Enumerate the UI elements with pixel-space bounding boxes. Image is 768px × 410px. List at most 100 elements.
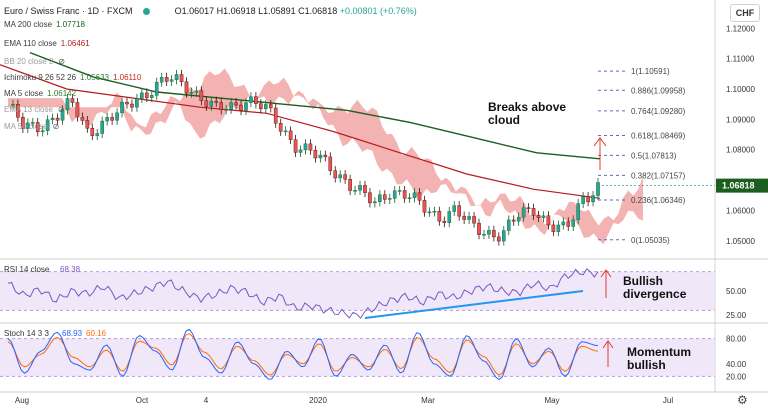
candle-body — [363, 185, 367, 193]
rsi-tick-label: 25.00 — [726, 311, 747, 320]
candle-body — [60, 109, 65, 121]
candle-body — [159, 77, 164, 83]
candle-body — [244, 102, 248, 111]
candle-body — [169, 79, 174, 82]
candle-body — [313, 149, 318, 159]
ohlc-readout: O1.06017 H1.06918 L1.05891 C1.06818 — [174, 6, 338, 16]
candle-body — [576, 203, 580, 221]
candle-body — [105, 117, 109, 122]
candle-body — [596, 182, 600, 196]
market-open-dot — [143, 8, 151, 15]
fib-level-label: 1(1.10591) — [631, 67, 670, 76]
candle-body — [506, 219, 511, 231]
eye-slash-icon[interactable]: ⊘ — [52, 122, 60, 131]
candle-body — [40, 130, 45, 133]
candle-body — [26, 122, 30, 129]
candle-body — [268, 104, 273, 109]
indicator-label: EMA 13 close — [4, 105, 53, 114]
candle-body — [477, 222, 481, 235]
indicator-ichimoku-9-26-52-26[interactable]: Ichimoku 9 26 52 26 1.05633 1.06110 — [4, 73, 141, 83]
last-price-label: 1.06818 — [722, 181, 755, 191]
candle-body — [184, 81, 189, 94]
candle-body — [85, 120, 90, 129]
breakout-arrow-head — [593, 137, 607, 147]
candle-body — [50, 117, 55, 120]
candle-body — [90, 128, 95, 136]
candle-body — [249, 96, 253, 103]
candle-body — [219, 102, 223, 111]
candle-body — [154, 81, 159, 96]
candle-body — [278, 123, 283, 132]
candle-body — [293, 139, 298, 153]
candle-body — [437, 211, 442, 222]
candle-body — [234, 102, 238, 106]
price-tick-label: 1.06000 — [726, 206, 755, 215]
currency-button[interactable]: CHF — [730, 4, 760, 22]
indicator-bb-20-close-2[interactable]: BB 20 close 2 ⊘ — [4, 57, 65, 67]
candle-body — [551, 224, 556, 232]
indicator-ema-110-close[interactable]: EMA 110 close 1.06461 — [4, 39, 90, 49]
symbol-title[interactable]: Euro / Swiss Franc · 1D · FXCM — [4, 6, 133, 16]
candle-body — [174, 74, 179, 80]
candle-body — [254, 96, 258, 104]
chart-header: Euro / Swiss Franc · 1D · FXCM O1.06017 … — [4, 6, 417, 16]
candle-body — [353, 190, 357, 192]
price-annotation: Breaks above — [488, 100, 566, 114]
candle-body — [283, 130, 288, 133]
candle-body — [318, 154, 323, 159]
candle-body — [358, 185, 362, 191]
candle-body — [95, 133, 100, 136]
candle-body — [546, 215, 551, 226]
indicator-ma-50-close[interactable]: MA 50 close ⊘ — [4, 122, 59, 132]
candles-group — [11, 69, 600, 246]
candle-body — [298, 149, 303, 153]
candle-body — [511, 219, 516, 222]
rsi-line — [7, 268, 599, 319]
stoch-tick-label: 40.00 — [726, 360, 747, 369]
candle-body — [264, 104, 268, 109]
candle-body — [487, 230, 491, 235]
stoch-k-value: 68.93 — [62, 329, 83, 338]
candle-body — [135, 98, 139, 108]
candle-body — [45, 119, 50, 131]
indicator-ma-5-close[interactable]: MA 5 close 1.06142 — [4, 89, 76, 99]
fib-level-label: 0.764(1.09280) — [631, 107, 686, 116]
ema110-line — [0, 64, 601, 199]
price-tick-label: 1.10000 — [726, 85, 755, 94]
time-tick-label: Oct — [136, 396, 149, 405]
candle-body — [145, 92, 149, 98]
ma200-line — [29, 51, 601, 160]
candle-body — [204, 100, 209, 107]
candle-body — [30, 122, 35, 124]
rsi-annotation: divergence — [623, 287, 687, 301]
gear-icon[interactable]: ⚙ — [737, 393, 748, 407]
eye-slash-icon[interactable]: ⊘ — [57, 105, 65, 114]
indicator-label: MA 5 close — [4, 89, 44, 98]
candle-body — [392, 190, 397, 199]
candle-body — [120, 101, 124, 114]
indicator-ma-200-close[interactable]: MA 200 close 1.07718 — [4, 20, 85, 30]
fib-level-label: 0.886(1.09958) — [631, 86, 686, 95]
candle-body — [492, 230, 496, 238]
candle-body — [531, 208, 536, 216]
candle-body — [100, 120, 105, 134]
candle-body — [501, 230, 506, 242]
indicator-value: 1.06142 — [47, 89, 77, 98]
eye-slash-icon[interactable]: ⊘ — [58, 57, 66, 66]
indicator-value: 1.05633 — [80, 73, 109, 82]
candle-body — [140, 92, 144, 99]
time-tick-label: Aug — [15, 396, 29, 405]
candle-body — [526, 207, 531, 209]
candle-body — [259, 103, 263, 109]
candle-body — [462, 215, 466, 220]
time-tick-label: 2020 — [309, 396, 327, 405]
candle-body — [149, 95, 154, 98]
rsi-title: RSI 14 close — [4, 265, 50, 274]
candle-body — [521, 207, 526, 218]
price-tick-label: 1.12000 — [726, 24, 755, 33]
candle-body — [333, 170, 338, 179]
indicator-ema-13-close[interactable]: EMA 13 close ⊘ — [4, 105, 65, 115]
candle-body — [422, 200, 427, 213]
rsi-annotation: Bullish — [623, 274, 663, 288]
